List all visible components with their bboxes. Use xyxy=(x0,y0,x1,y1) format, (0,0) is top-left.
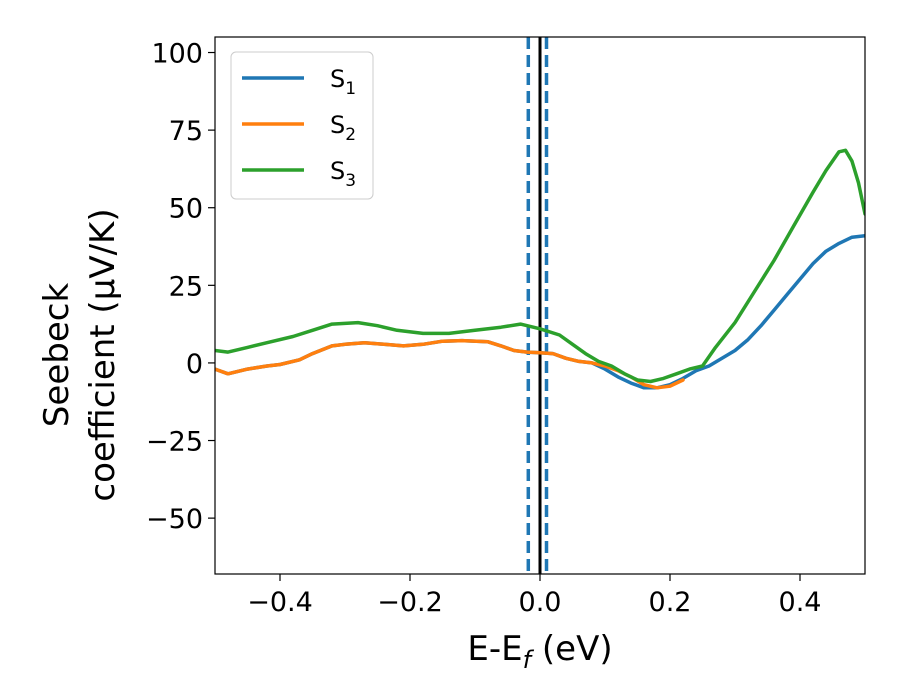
x-tick-label: 0.4 xyxy=(779,587,822,618)
series-layer xyxy=(215,148,865,390)
legend-label-s1: S1 xyxy=(330,65,356,99)
series-line-s2 xyxy=(215,338,685,390)
y-tick-label: 50 xyxy=(169,194,203,225)
y-axis: −50 −25 0 25 50 75 100 xyxy=(146,39,215,535)
y-tick-label: 25 xyxy=(169,271,203,302)
x-tick-label: −0.2 xyxy=(377,587,443,618)
x-tick-label: 0.2 xyxy=(649,587,692,618)
y-tick-label: 100 xyxy=(151,39,203,70)
y-tick-label: 0 xyxy=(186,349,203,380)
x-axis: −0.4 −0.2 0.0 0.2 0.4 xyxy=(247,574,821,618)
y-tick-label: −25 xyxy=(146,427,203,458)
legend: S1 S2 S3 xyxy=(230,51,374,200)
y-tick-label: 75 xyxy=(169,116,203,147)
legend-label-s2: S2 xyxy=(330,111,356,145)
y-axis-label-line2: coefficient (μV/K) xyxy=(83,208,123,501)
y-axis-label: Seebeck coefficient (μV/K) xyxy=(37,208,123,501)
y-axis-label-line1: Seebeck xyxy=(37,283,77,428)
x-tick-label: 0.0 xyxy=(519,587,562,618)
x-tick-label: −0.4 xyxy=(247,587,313,618)
y-tick-label: −50 xyxy=(146,504,203,535)
reference-lines xyxy=(526,37,549,574)
legend-label-s3: S3 xyxy=(330,157,356,191)
series-line-s3 xyxy=(215,148,865,384)
x-axis-label: E-Ef (eV) xyxy=(467,629,612,674)
